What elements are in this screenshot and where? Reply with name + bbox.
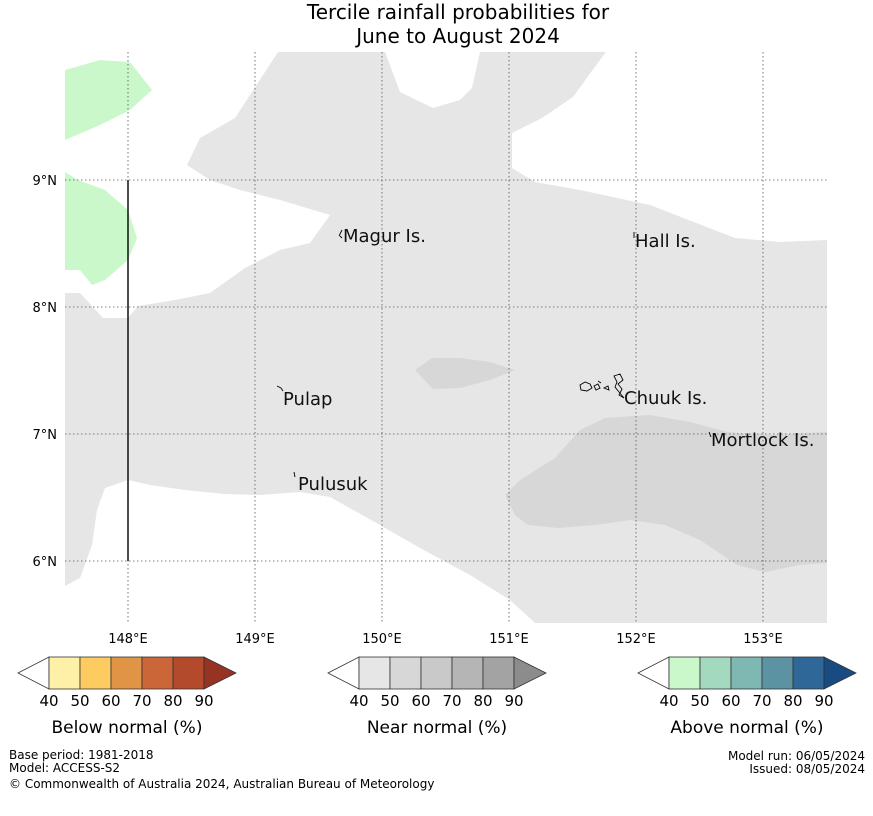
label-pulap: Pulap — [283, 389, 332, 410]
above-tick-50: 50 — [690, 692, 709, 710]
above-swatch-60-70 — [730, 656, 763, 690]
lat-label-8: 8°N — [33, 301, 58, 316]
above-tick-90: 90 — [814, 692, 833, 710]
below-legend-title: Below normal (%) — [52, 718, 203, 738]
lon-label-150: 150°E — [362, 632, 402, 647]
label-hall: Hall Is. — [635, 231, 696, 252]
title-line-2: June to August 2024 — [356, 24, 560, 48]
near-tick-70: 70 — [442, 692, 461, 710]
above-swatch-40-50 — [668, 656, 701, 690]
lat-label-6: 6°N — [33, 555, 58, 570]
above-tick-80: 80 — [783, 692, 802, 710]
lon-label-149: 149°E — [235, 632, 275, 647]
near-swatch-over — [513, 656, 547, 690]
issued-text: Issued: 08/05/2024 — [749, 762, 865, 776]
copyright-text: © Commonwealth of Australia 2024, Austra… — [9, 777, 435, 791]
legend-above-normal: 40 50 60 70 80 90 Above normal (%) — [637, 656, 857, 738]
near-normal-50-60-patch-central — [415, 358, 515, 389]
lon-label-152: 152°E — [616, 632, 656, 647]
title-line-1: Tercile rainfall probabilities for — [306, 0, 610, 24]
lat-labels: 9°N 8°N 7°N 6°N — [33, 174, 58, 570]
near-tick-60: 60 — [411, 692, 430, 710]
magur-island-outline — [338, 229, 343, 239]
below-tick-80: 80 — [163, 692, 182, 710]
above-legend-title: Above normal (%) — [670, 718, 823, 738]
near-swatch-under — [327, 656, 360, 690]
below-tick-50: 50 — [70, 692, 89, 710]
label-pulusuk: Pulusuk — [298, 474, 368, 495]
islands — [276, 229, 712, 478]
pulap-island-outline — [276, 385, 284, 392]
label-chuuk: Chuuk Is. — [624, 388, 707, 409]
below-swatch-70-80 — [141, 656, 174, 690]
legend-below-normal: 40 50 60 70 80 90 Below normal (%) — [17, 656, 237, 738]
lon-label-151: 151°E — [489, 632, 529, 647]
near-tick-90: 90 — [504, 692, 523, 710]
lon-label-148: 148°E — [108, 632, 148, 647]
footer-right: Model run: 06/05/2024 Issued: 08/05/2024 — [728, 750, 865, 776]
pulusuk-island-outline — [293, 471, 296, 478]
above-tick-40: 40 — [659, 692, 678, 710]
near-swatch-50-60 — [389, 656, 422, 690]
lon-labels: 148°E 149°E 150°E 151°E 152°E 153°E — [108, 632, 783, 647]
below-swatch-under — [17, 656, 50, 690]
near-normal-50-60-patch-southeast — [505, 415, 827, 572]
near-tick-40: 40 — [349, 692, 368, 710]
near-tick-80: 80 — [473, 692, 492, 710]
base-period-text: Base period: 1981-2018 — [9, 748, 154, 762]
above-normal-40-50-patch-north — [65, 60, 152, 140]
footer-left: Base period: 1981-2018 Model: ACCESS-S2 — [9, 749, 154, 775]
label-mortlock: Mortlock Is. — [711, 430, 814, 451]
below-tick-90: 90 — [194, 692, 213, 710]
model-run-text: Model run: 06/05/2024 — [727, 749, 865, 763]
chart-title: Tercile rainfall probabilities for June … — [0, 0, 873, 48]
below-tick-70: 70 — [132, 692, 151, 710]
below-swatch-50-60 — [79, 656, 112, 690]
label-magur: Magur Is. — [343, 226, 426, 247]
place-labels: Magur Is. Hall Is. Pulap Chuuk Is. Mortl… — [283, 226, 814, 495]
below-swatch-40-50 — [48, 656, 81, 690]
near-swatch-70-80 — [451, 656, 484, 690]
above-swatch-over — [823, 656, 857, 690]
below-tick-60: 60 — [101, 692, 120, 710]
above-tick-70: 70 — [752, 692, 771, 710]
above-swatch-80-90 — [792, 656, 825, 690]
map-area — [65, 52, 827, 623]
near-swatch-40-50 — [358, 656, 391, 690]
lat-label-7: 7°N — [33, 428, 58, 443]
mortlock-island-outline — [708, 431, 712, 438]
near-legend-title: Near normal (%) — [367, 718, 507, 738]
near-swatch-60-70 — [420, 656, 453, 690]
legend-near-normal: 40 50 60 70 80 90 Near normal (%) — [327, 656, 547, 738]
above-tick-60: 60 — [721, 692, 740, 710]
below-tick-40: 40 — [39, 692, 58, 710]
chuuk-lagoon-outline — [579, 373, 625, 399]
lat-label-9: 9°N — [33, 174, 58, 189]
below-swatch-over — [203, 656, 237, 690]
lon-label-153: 153°E — [743, 632, 783, 647]
below-swatch-80-90 — [172, 656, 205, 690]
below-swatch-60-70 — [110, 656, 143, 690]
above-swatch-under — [637, 656, 670, 690]
model-text: Model: ACCESS-S2 — [9, 761, 121, 775]
above-normal-40-50-patch-west — [65, 172, 137, 285]
above-swatch-50-60 — [699, 656, 732, 690]
near-tick-50: 50 — [380, 692, 399, 710]
near-swatch-80-90 — [482, 656, 515, 690]
above-swatch-70-80 — [761, 656, 794, 690]
